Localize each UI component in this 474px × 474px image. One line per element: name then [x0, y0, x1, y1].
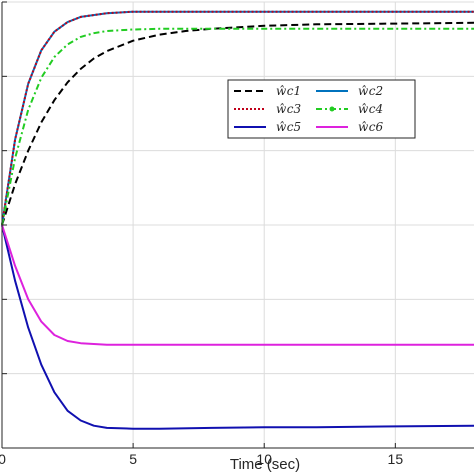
legend-entry-label: ŵc4 [358, 102, 383, 116]
x-tick-label: 15 [388, 451, 404, 467]
series-line [1, 224, 474, 346]
legend-entry-label: ŵc3 [276, 102, 301, 116]
series-line [1, 21, 474, 226]
series-line [1, 27, 474, 226]
legend-entry-label: ŵc1 [276, 84, 301, 98]
legend-entry-label: ŵc6 [358, 120, 383, 134]
series-line [1, 10, 474, 226]
series-lines [1, 10, 474, 430]
x-tick-label: 5 [129, 451, 137, 467]
x-tick-label: 10 [256, 451, 272, 467]
legend-entry-label: ŵc2 [358, 84, 383, 98]
legend: ŵc1 ŵc2 ŵc3 ŵc4 ŵc5 ŵc6 [227, 79, 416, 139]
legend-marker [329, 106, 335, 112]
x-tick-labels: 0 5 10 15 [0, 451, 403, 467]
legend-entry-label: ŵc5 [276, 120, 301, 134]
x-axis-label: Time (sec) [230, 456, 300, 473]
series-line [1, 224, 474, 430]
axes [1, 1, 474, 449]
x-tick-label: 0 [0, 451, 6, 467]
